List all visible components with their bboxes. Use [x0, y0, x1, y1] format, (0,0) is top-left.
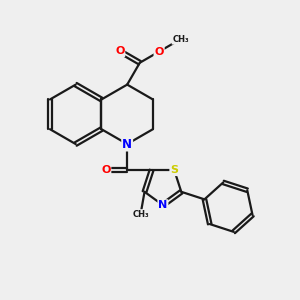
Text: N: N	[122, 138, 132, 151]
Text: O: O	[154, 46, 164, 57]
Text: N: N	[158, 200, 167, 210]
Text: CH₃: CH₃	[133, 210, 149, 219]
Text: CH₃: CH₃	[172, 35, 189, 44]
Text: O: O	[115, 46, 124, 56]
Text: O: O	[101, 165, 110, 175]
Text: S: S	[170, 165, 178, 175]
